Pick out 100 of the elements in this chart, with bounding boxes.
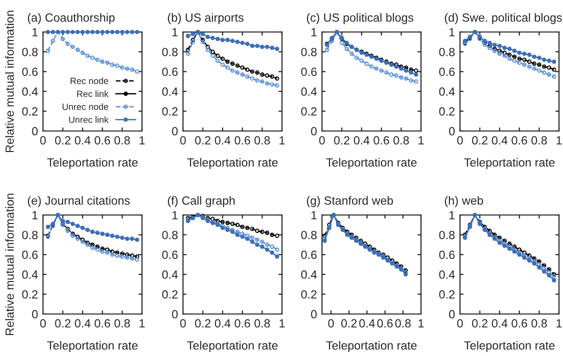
y-tick-label: 0.8 xyxy=(439,230,455,240)
y-tick-label: 0 xyxy=(32,310,38,318)
y-tick-label: 0 xyxy=(311,310,317,318)
chart-title: (d) Swe. political blogs xyxy=(444,13,562,24)
x-tick-label: 0.8 xyxy=(531,319,547,328)
x-tick-label: 0.6 xyxy=(94,136,110,145)
x-tick-label: 0.8 xyxy=(254,136,270,145)
y-tick-label: 0 xyxy=(172,310,178,318)
legend-label: Unrec link xyxy=(69,116,109,123)
y-tick-label: 1 xyxy=(311,211,317,220)
y-tick-label: 0.6 xyxy=(439,250,455,259)
chart-title: (b) US airports xyxy=(168,13,244,24)
chart-title: (c) US political blogs xyxy=(306,13,414,24)
y-tick-label: 0.4 xyxy=(22,87,38,96)
chart-title: (f) Call graph xyxy=(168,196,235,208)
y-tick-label: 0.2 xyxy=(439,290,455,299)
x-tick-label: 0.6 xyxy=(234,319,250,328)
x-tick-label: 1 xyxy=(556,319,562,328)
y-tick-label: 0.4 xyxy=(22,270,38,279)
x-axis-title: Teleportation rate xyxy=(326,340,417,352)
x-tick-label: 0.4 xyxy=(214,136,230,145)
chart-title: (a) Coauthorship xyxy=(28,13,115,24)
y-tick-label: 0.4 xyxy=(301,270,317,279)
y-tick-label: 0.6 xyxy=(301,250,317,259)
x-axis-title: Teleportation rate xyxy=(187,158,278,169)
y-tick-label: 0.6 xyxy=(22,250,38,259)
x-tick-label: 1 xyxy=(418,319,424,328)
chart-title: (h) web xyxy=(444,196,484,208)
y-tick-label: 0.8 xyxy=(162,48,178,56)
x-tick-label: 0 xyxy=(328,319,334,328)
y-tick-label: 0.4 xyxy=(162,87,178,96)
x-tick-label: 0 xyxy=(457,319,463,328)
x-axis-title: Teleportation rate xyxy=(464,158,555,169)
x-tick-label: 0.6 xyxy=(94,319,110,328)
y-axis-title: Relative mutual information xyxy=(5,10,14,152)
x-tick-label: 0.4 xyxy=(359,319,375,328)
y-tick-label: 0.8 xyxy=(22,230,38,240)
x-tick-label: 0 xyxy=(40,136,46,145)
y-tick-label: 0 xyxy=(32,127,38,136)
y-tick-label: 0.2 xyxy=(439,107,455,116)
y-tick-label: 1 xyxy=(172,28,178,36)
y-tick-label: 1 xyxy=(32,28,38,36)
x-tick-label: 0.8 xyxy=(254,319,270,328)
x-tick-label: 0 xyxy=(457,136,463,145)
y-tick-label: 0.6 xyxy=(301,68,317,76)
y-tick-label: 0.2 xyxy=(301,107,317,116)
y-tick-label: 0.8 xyxy=(22,48,38,56)
x-tick-label: 0.6 xyxy=(512,136,528,145)
y-tick-label: 1 xyxy=(172,211,178,220)
x-tick-label: 0 xyxy=(319,136,325,145)
x-tick-label: 1 xyxy=(140,319,145,328)
x-tick-label: 0.4 xyxy=(74,319,90,328)
y-tick-label: 1 xyxy=(449,28,455,36)
x-tick-label: 0.4 xyxy=(214,319,230,328)
x-tick-label: 0.2 xyxy=(55,136,70,145)
y-tick-label: 0.4 xyxy=(301,87,317,96)
x-tick-label: 0 xyxy=(40,319,46,328)
y-tick-label: 0.6 xyxy=(22,68,38,76)
x-tick-label: 0.6 xyxy=(512,319,528,328)
y-tick-label: 0.4 xyxy=(162,270,178,279)
x-axis-title: Teleportation rate xyxy=(47,158,138,169)
y-tick-label: 0.2 xyxy=(162,107,178,116)
y-tick-label: 0.8 xyxy=(301,230,317,240)
legend-label: Rec link xyxy=(77,90,109,98)
x-tick-label: 0.4 xyxy=(492,319,508,328)
chart-title: (e) Journal citations xyxy=(28,196,130,208)
x-tick-label: 0.2 xyxy=(341,319,357,328)
x-tick-label: 0.6 xyxy=(234,136,250,145)
x-axis-title: Teleportation rate xyxy=(47,340,138,352)
x-tick-label: 0.8 xyxy=(114,319,130,328)
y-tick-label: 1 xyxy=(311,28,317,36)
y-tick-label: 0.2 xyxy=(22,107,38,116)
x-tick-label: 0.8 xyxy=(531,136,547,145)
x-tick-label: 0.2 xyxy=(195,136,210,145)
x-tick-label: 1 xyxy=(140,136,145,144)
y-tick-label: 0.4 xyxy=(439,87,455,96)
y-tick-label: 0.2 xyxy=(301,290,317,299)
y-tick-label: 0.8 xyxy=(439,48,455,56)
x-tick-label: 0.8 xyxy=(393,136,409,145)
x-tick-label: 0 xyxy=(180,136,186,145)
legend-label: Rec node xyxy=(70,77,108,84)
y-tick-label: 0.2 xyxy=(162,290,178,299)
x-tick-label: 0.4 xyxy=(354,136,370,145)
y-axis-title: Relative mutual information xyxy=(5,194,14,336)
x-tick-label: 0.4 xyxy=(492,136,508,145)
x-tick-label: 0 xyxy=(180,319,186,328)
x-tick-label: 1 xyxy=(280,136,285,144)
y-tick-label: 0.8 xyxy=(162,230,178,240)
y-tick-label: 1 xyxy=(32,211,38,220)
y-tick-label: 0.6 xyxy=(162,250,178,259)
legend-label: Unrec node xyxy=(62,103,108,110)
x-tick-label: 1 xyxy=(418,136,424,144)
x-tick-label: 0.2 xyxy=(472,319,488,328)
y-tick-label: 0.8 xyxy=(301,48,317,56)
x-tick-label: 0.6 xyxy=(377,319,393,328)
x-tick-label: 0.8 xyxy=(395,319,411,328)
y-tick-label: 0.6 xyxy=(439,68,455,76)
x-tick-label: 0.2 xyxy=(55,319,70,328)
y-tick-label: 0 xyxy=(172,127,178,136)
y-tick-label: 1 xyxy=(449,211,455,220)
